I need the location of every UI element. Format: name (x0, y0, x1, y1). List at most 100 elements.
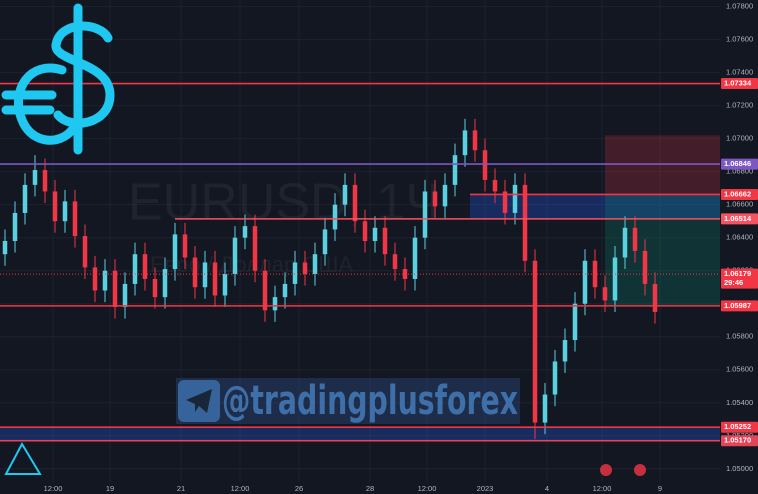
candle-body (502, 191, 508, 213)
candle-body (172, 234, 178, 270)
logo-euro (14, 63, 77, 145)
candle-body (572, 303, 578, 341)
level-label-box (721, 421, 758, 433)
candle-body (442, 184, 448, 207)
level-sublabel: 29:46 (724, 278, 743, 287)
y-tick-label: 1.05800 (726, 332, 753, 341)
candle-body (302, 262, 308, 275)
logo-s (51, 21, 115, 128)
candle-body (112, 270, 118, 308)
candle-body (632, 227, 638, 251)
x-tick-label: 28 (366, 484, 374, 493)
candle-body (142, 254, 148, 279)
candle-body (472, 130, 478, 151)
position-risk (605, 135, 720, 195)
zone (470, 194, 720, 219)
grid (0, 0, 720, 482)
y-tick-label: 1.05400 (726, 398, 753, 407)
y-tick-label: 1.07400 (726, 68, 753, 77)
candle-body (92, 267, 98, 291)
logo-euro-bars (1, 90, 57, 115)
candle-body (42, 170, 48, 192)
candle-body (352, 184, 358, 222)
candle-body (242, 226, 248, 238)
candle-body (452, 155, 458, 185)
levels (0, 82, 720, 442)
y-tick-label: 1.07200 (726, 101, 753, 110)
x-tick-label: 12:00 (593, 484, 612, 493)
bottom-logo (4, 441, 42, 475)
candle-body (182, 234, 188, 258)
candle-body (222, 274, 228, 296)
candle-body (642, 250, 648, 284)
y-tick-label: 1.06400 (726, 233, 753, 242)
level-label: 1.06514 (724, 214, 752, 223)
level-label: 1.05252 (724, 422, 751, 431)
candle-body (12, 212, 18, 241)
candle-body (392, 254, 398, 270)
candle-body (22, 184, 28, 213)
level-label-box (721, 435, 758, 447)
candle-body (192, 257, 198, 288)
candle-body (252, 226, 258, 271)
candle-body (332, 204, 338, 230)
telegram-plane (186, 389, 212, 413)
level-label: 1.07334 (724, 79, 752, 88)
candle-body (522, 184, 528, 261)
candle-body (492, 179, 498, 192)
level-label: 1.05170 (724, 436, 751, 445)
watermark-description: Евро / Доллар США (150, 252, 353, 277)
level-label-box (721, 158, 758, 170)
candle-body (282, 283, 288, 298)
candle-body (512, 184, 518, 213)
candle-body (122, 283, 128, 308)
candle-body (272, 297, 278, 311)
event-icon (600, 464, 612, 476)
candle-body (602, 287, 608, 301)
y-tick-label: 1.07600 (726, 35, 753, 44)
candle-body (432, 191, 438, 207)
watermark-symbol: EURUSD, 1Ч (128, 174, 440, 232)
candle-body (162, 269, 168, 298)
candle-body (152, 278, 158, 298)
x-tick-label: 12:00 (418, 484, 437, 493)
candle-body (32, 170, 38, 185)
time-axis (0, 482, 758, 494)
candle-body (312, 254, 318, 275)
candle-body (372, 227, 378, 241)
zones (0, 135, 720, 441)
x-tick-label: 9 (658, 484, 662, 493)
x-tick-label: 19 (106, 484, 114, 493)
candle-body (362, 221, 368, 241)
x-tick-label: 4 (545, 484, 549, 493)
level-label-box (721, 188, 758, 200)
candle-body (462, 130, 468, 156)
level-label: 1.06179 (724, 269, 751, 278)
candle-body (412, 237, 418, 279)
candle-body (82, 236, 88, 268)
position-reward (605, 194, 720, 306)
candle-body (612, 257, 618, 301)
level-label-box (721, 213, 758, 225)
candle-body (52, 191, 58, 222)
x-tick-label: 26 (295, 484, 303, 493)
candle-body (582, 260, 588, 304)
x-tick-label: 12:00 (44, 484, 63, 493)
candle-body (382, 227, 388, 255)
zone (0, 427, 720, 441)
candle-body (2, 241, 8, 255)
x-tick-label: 21 (177, 484, 185, 493)
y-tick-label: 1.07800 (726, 2, 753, 11)
candle-body (542, 394, 548, 423)
logo (1, 3, 115, 155)
candle-body (322, 229, 328, 255)
event-icon (634, 464, 646, 476)
y-tick-label: 1.05000 (726, 464, 753, 473)
level-label: 1.05987 (724, 301, 751, 310)
x-tick-label: 12:00 (231, 484, 250, 493)
y-tick-label: 1.07000 (726, 134, 753, 143)
candle-body (292, 262, 298, 284)
candle-body (202, 262, 208, 288)
